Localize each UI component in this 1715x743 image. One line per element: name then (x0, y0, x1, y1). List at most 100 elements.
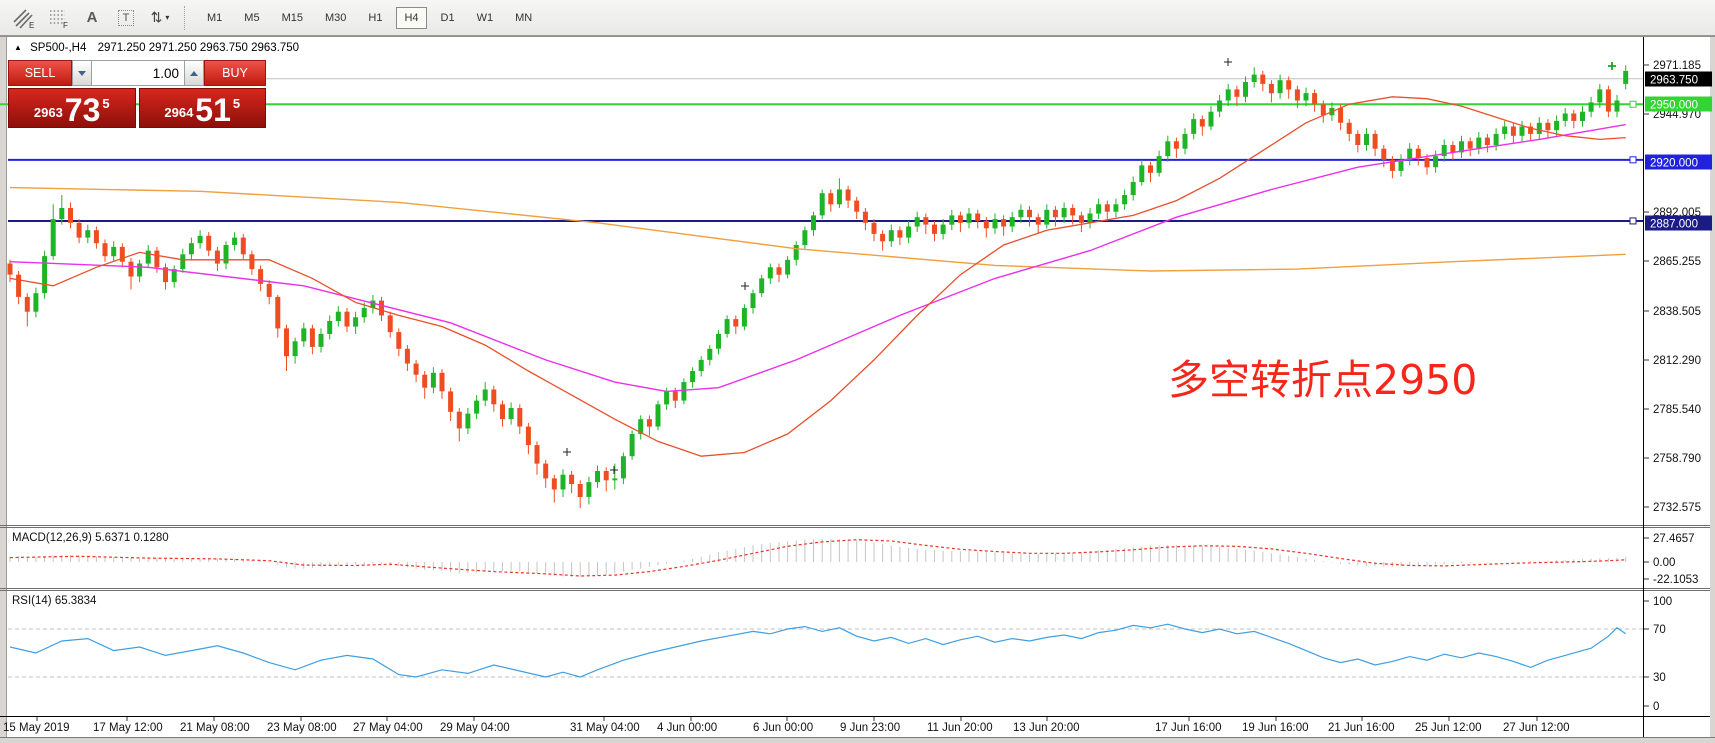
cycle-arrows-icon[interactable]: ⇅ ▾ (144, 4, 176, 31)
rsi-axis-label: 30 (1653, 672, 1666, 684)
price-tick-label: 2758.790 (1653, 453, 1701, 465)
timeframe-button-m1[interactable]: M1 (207, 11, 223, 24)
sell-price-main: 73 (64, 91, 101, 128)
buy-price-sup: 5 (232, 96, 241, 111)
volume-decrease-button[interactable] (72, 60, 92, 86)
window-left-border (0, 36, 6, 743)
macd-axis-label: 27.4657 (1653, 533, 1695, 545)
candlestick-series (7, 65, 1629, 509)
price-tick-label: 2732.575 (1653, 502, 1701, 514)
rsi-axis-label: 100 (1653, 596, 1672, 608)
price-badge (1645, 71, 1712, 87)
price-badge-label: 2920.000 (1650, 158, 1698, 170)
rsi-axis-label: 0 (1653, 701, 1659, 713)
time-tick-label: 6 Jun 00:00 (753, 722, 813, 734)
chevron-down-icon: ▾ (165, 13, 170, 22)
time-tick-label: 27 May 04:00 (353, 722, 423, 734)
buy-arrow-marker (1608, 62, 1616, 70)
time-tick-label: 27 Jun 12:00 (1503, 722, 1570, 734)
volume-input[interactable] (92, 60, 184, 86)
toolbar-separator (184, 5, 186, 30)
timeframe-group: M1 M5 M15 M30 H1 H4 D1 W1 MN (196, 6, 543, 29)
price-tick-label: 2785.540 (1653, 404, 1701, 416)
chart-header: ▲ SP500-,H4 2971.250 2971.250 2963.750 2… (14, 42, 299, 54)
text-label-icon[interactable]: A (86, 9, 98, 26)
timeframe-button-mn[interactable]: MN (515, 11, 533, 24)
timeframe-button-w1[interactable]: W1 (476, 11, 494, 24)
time-tick-label: 15 May 2019 (3, 722, 70, 734)
symbol-title: SP500-,H4 (30, 42, 87, 54)
rsi-line (9, 623, 1627, 678)
macd-label: MACD(12,26,9) 5.6371 0.1280 (12, 532, 169, 544)
price-badge-label: 2950.000 (1650, 100, 1698, 112)
time-tick-label: 23 May 08:00 (267, 722, 337, 734)
ma-fast-line (9, 96, 1626, 457)
price-tick-label: 2865.255 (1653, 256, 1701, 268)
main-toolbar: E F A T ⇅ ▾ M1 M5 M15 M30 H1 H4 D1 W1 MN (0, 0, 1715, 36)
price-badge (1645, 96, 1712, 112)
buy-button[interactable]: BUY (204, 60, 266, 86)
doji-marker (610, 466, 618, 474)
text-box-glyph: T (117, 9, 135, 26)
buy-price-display[interactable]: 2964 51 5 (138, 88, 266, 128)
time-tick-label: 13 Jun 20:00 (1013, 722, 1080, 734)
timeframe-button-m5[interactable]: M5 (244, 11, 260, 24)
timeframe-button-m15[interactable]: M15 (281, 11, 303, 24)
rsi-axis-label: 70 (1653, 624, 1666, 636)
price-badge-label: 2963.750 (1650, 75, 1698, 87)
macd-signal-line (9, 539, 1626, 577)
trade-controls-row: SELL BUY (8, 60, 266, 86)
trade-prices-row: 2963 73 5 2964 51 5 (8, 88, 266, 128)
price-badge-label: 2887.000 (1650, 219, 1698, 231)
macd-axis-label: 0.00 (1653, 557, 1675, 569)
caret-up-icon (190, 70, 198, 76)
text-box-icon[interactable]: T (110, 4, 142, 31)
price-tick-label: 2812.290 (1653, 355, 1701, 367)
grid-icon-sub: F (63, 21, 68, 29)
sell-price-prefix: 2963 (33, 105, 63, 120)
cycle-arrows-glyph: ⇅ (150, 9, 163, 25)
price-badge (1645, 215, 1712, 231)
time-tick-label: 17 Jun 16:00 (1155, 722, 1222, 734)
indicators-icon-sub: E (29, 21, 34, 29)
buy-price-prefix: 2964 (164, 105, 194, 120)
timeframe-button-h1[interactable]: H1 (368, 11, 383, 24)
macd-axis-label: -22.1053 (1653, 574, 1698, 586)
ma-slow-line (9, 186, 1626, 272)
doji-marker (563, 448, 571, 456)
macd-histogram (9, 538, 1627, 577)
timeframe-button-m30[interactable]: M30 (324, 11, 347, 24)
price-tick-label: 2971.185 (1653, 60, 1701, 72)
grid-fill-icon[interactable]: F (42, 4, 74, 31)
volume-increase-button[interactable] (184, 60, 204, 86)
time-tick-label: 9 Jun 23:00 (840, 722, 900, 734)
price-tick-label: 2838.505 (1653, 306, 1701, 318)
indicators-hatch-icon[interactable]: E (8, 4, 40, 31)
window-right-border (1710, 36, 1715, 743)
timeframe-button-d1[interactable]: D1 (440, 11, 455, 24)
time-tick-label: 19 Jun 16:00 (1242, 722, 1309, 734)
sell-price-sup: 5 (102, 96, 110, 111)
sell-button[interactable]: SELL (8, 60, 72, 86)
ohlc-values: 2971.250 2971.250 2963.750 2963.750 (97, 42, 300, 54)
time-tick-label: 21 Jun 16:00 (1328, 722, 1395, 734)
one-click-trading-panel: SELL BUY 2963 73 5 2964 51 5 (8, 60, 266, 128)
buy-price-main: 51 (195, 91, 231, 128)
rsi-label: RSI(14) 65.3834 (12, 595, 97, 607)
time-tick-label: 21 May 08:00 (180, 722, 250, 734)
time-tick-label: 17 May 12:00 (93, 722, 163, 734)
ma-mid-line (9, 123, 1626, 393)
caret-down-icon (78, 70, 86, 76)
time-tick-label: 25 Jun 12:00 (1415, 722, 1482, 734)
time-tick-label: 29 May 04:00 (440, 722, 510, 734)
timeframe-button-h4[interactable]: H4 (396, 6, 427, 29)
time-tick-label: 4 Jun 00:00 (657, 722, 717, 734)
time-tick-label: 11 Jun 20:00 (927, 722, 993, 734)
price-tick-label: 2944.970 (1653, 109, 1701, 121)
price-badge (1645, 154, 1712, 170)
sell-price-display[interactable]: 2963 73 5 (8, 88, 136, 128)
time-tick-label: 31 May 04:00 (570, 722, 640, 734)
collapse-arrow-icon[interactable]: ▲ (14, 43, 22, 52)
